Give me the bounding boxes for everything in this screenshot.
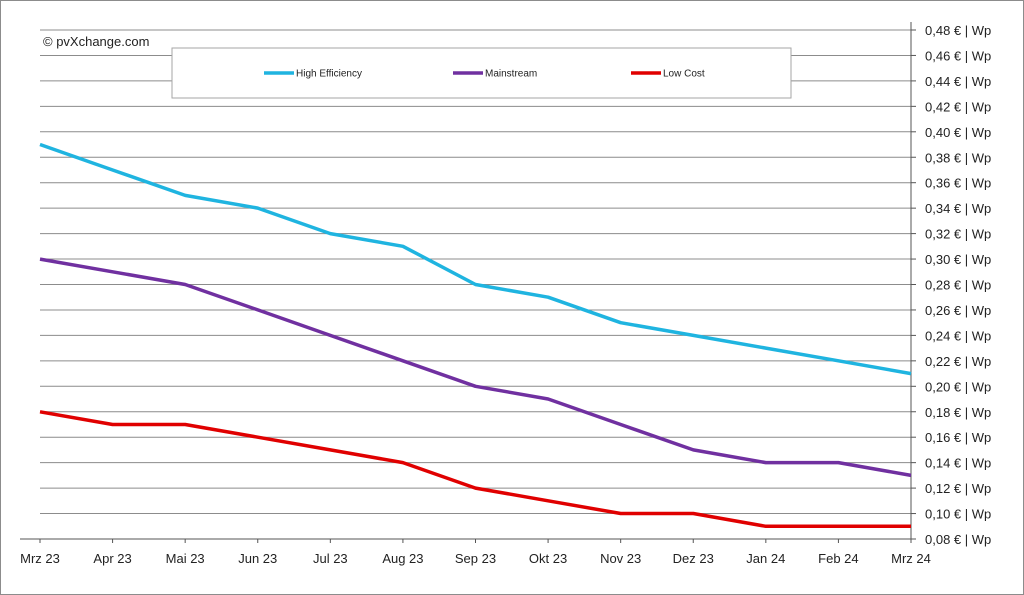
series-line-high-efficiency: [39, 142, 912, 376]
y-tick-label: 0,10 € | Wp: [925, 507, 991, 522]
x-tick-label: Mrz 24: [891, 551, 931, 566]
x-tick-labels: Mrz 23 Apr 23 Mai 23 Jun 23 Jul 23 Aug 23 Sep …: [20, 551, 931, 566]
x-tick-label: Mai 23: [166, 551, 205, 566]
x-tick-label: Nov 23: [600, 551, 641, 566]
y-tick-label: 0,42 € | Wp: [925, 99, 991, 114]
legend-label: Low Cost: [663, 69, 705, 80]
y-tick-label: 0,18 € | Wp: [925, 405, 991, 420]
x-tick-label: Dez 23: [673, 551, 714, 566]
y-tick-label: 0,44 € | Wp: [925, 74, 991, 89]
y-tick-label: 0,20 € | Wp: [925, 379, 991, 394]
x-tick-label: Aug 23: [382, 551, 423, 566]
y-tick-label: 0,14 € | Wp: [925, 456, 991, 471]
credit-text: © pvXchange.com: [43, 34, 149, 49]
x-tick-label: Sep 23: [455, 551, 496, 566]
y-tick-label: 0,22 € | Wp: [925, 354, 991, 369]
y-tick-label: 0,48 € | Wp: [925, 23, 991, 38]
x-tick-label: Okt 23: [529, 551, 567, 566]
legend-label: Mainstream: [485, 69, 537, 80]
x-tick-label: Feb 24: [818, 551, 858, 566]
y-tick-label: 0,38 € | Wp: [925, 150, 991, 165]
y-tick-label: 0,08 € | Wp: [925, 532, 991, 547]
y-tick-label: 0,30 € | Wp: [925, 252, 991, 267]
y-tick-label: 0,28 € | Wp: [925, 278, 991, 293]
y-tick-label: 0,40 € | Wp: [925, 125, 991, 140]
axes: [20, 22, 916, 543]
y-tick-label: 0,32 € | Wp: [925, 227, 991, 242]
x-tick-label: Jul 23: [313, 551, 348, 566]
y-tick-label: 0,46 € | Wp: [925, 48, 991, 63]
y-tick-label: 0,26 € | Wp: [925, 303, 991, 318]
x-tick-label: Apr 23: [93, 551, 131, 566]
y-tick-label: 0,12 € | Wp: [925, 481, 991, 496]
y-tick-labels: 0,08 € | Wp 0,10 € | Wp 0,12 € | Wp 0,14 € …: [925, 23, 991, 547]
x-tick-label: Jun 23: [238, 551, 277, 566]
y-tick-label: 0,34 € | Wp: [925, 201, 991, 216]
series-line-mainstream: [39, 257, 912, 478]
series-line-low-cost: [39, 410, 911, 529]
y-tick-label: 0,36 € | Wp: [925, 176, 991, 191]
series-lines: [39, 142, 912, 529]
y-tick-label: 0,16 € | Wp: [925, 430, 991, 445]
legend-label: High Efficiency: [296, 69, 362, 80]
x-tick-label: Jan 24: [746, 551, 785, 566]
y-tick-label: 0,24 € | Wp: [925, 328, 991, 343]
legend: High Efficiency Mainstream Low Cost: [171, 47, 792, 99]
x-tick-label: Mrz 23: [20, 551, 60, 566]
